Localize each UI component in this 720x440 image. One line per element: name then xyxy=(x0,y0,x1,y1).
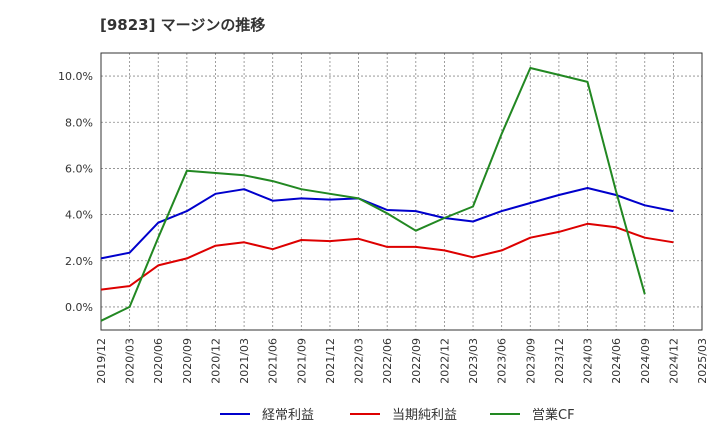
x-tick-label: 2021/09 xyxy=(295,338,308,384)
x-tick-label: 2022/06 xyxy=(381,338,394,384)
x-tick-label: 2022/12 xyxy=(438,338,451,384)
y-tick-label: 2.0% xyxy=(65,255,93,268)
legend: 経常利益 当期純利益 営業CF xyxy=(220,407,575,423)
y-tick-label: 0.0% xyxy=(65,301,93,314)
x-axis-ticks: 2019/12 2020/03 2020/06 2020/09 2020/12 2021/… xyxy=(95,338,709,384)
x-tick-label: 2019/12 xyxy=(95,338,108,384)
series-line-経常利益 xyxy=(100,187,674,260)
series-lines xyxy=(100,67,674,322)
x-tick-label: 2021/03 xyxy=(238,338,251,384)
y-tick-label: 8.0% xyxy=(65,116,93,129)
x-tick-label: 2020/09 xyxy=(181,338,194,384)
x-tick-label: 2021/06 xyxy=(267,338,280,384)
y-tick-label: 10.0% xyxy=(58,70,93,83)
plot-area-frame xyxy=(100,52,703,331)
legend-label: 経常利益 xyxy=(262,408,314,423)
x-tick-label: 2021/12 xyxy=(324,338,337,384)
x-tick-label: 2020/06 xyxy=(152,338,165,384)
series-line-当期純利益 xyxy=(100,222,674,291)
x-tick-label: 2024/12 xyxy=(667,338,680,384)
y-tick-label: 6.0% xyxy=(65,162,93,175)
x-tick-label: 2020/12 xyxy=(209,338,222,384)
x-tick-label: 2022/03 xyxy=(353,338,366,384)
x-tick-label: 2025/03 xyxy=(696,338,709,384)
x-tick-label: 2023/03 xyxy=(467,338,480,384)
legend-label: 営業CF xyxy=(532,407,575,423)
x-tick-label: 2023/12 xyxy=(553,338,566,384)
x-tick-label: 2023/06 xyxy=(496,338,509,384)
x-tick-label: 2024/03 xyxy=(582,338,595,384)
chart-title: [9823] マージンの推移 xyxy=(100,16,266,34)
y-axis-ticks: 0.0% 2.0% 4.0% 6.0% 8.0% 10.0% xyxy=(58,70,93,314)
x-tick-label: 2024/06 xyxy=(610,338,623,384)
x-tick-label: 2024/09 xyxy=(639,338,652,384)
grid-lines xyxy=(101,53,702,330)
series-line-営業CF xyxy=(100,67,646,322)
y-tick-label: 4.0% xyxy=(65,209,93,222)
x-tick-label: 2020/03 xyxy=(124,338,137,384)
legend-label: 当期純利益 xyxy=(392,408,457,423)
x-tick-label: 2022/09 xyxy=(410,338,423,384)
x-tick-label: 2023/09 xyxy=(524,338,537,384)
